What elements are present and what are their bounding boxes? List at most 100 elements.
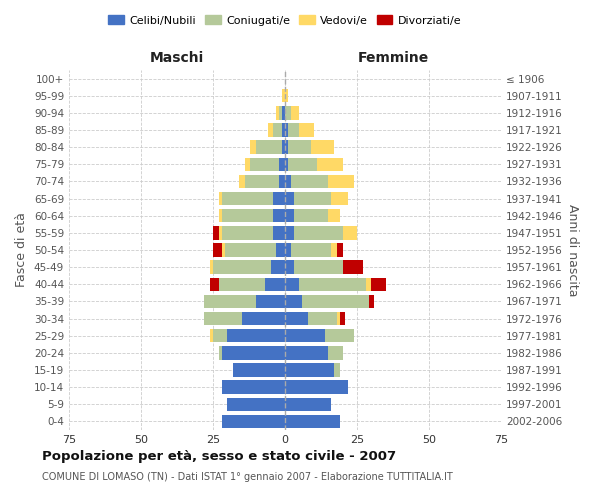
Text: Popolazione per età, sesso e stato civile - 2007: Popolazione per età, sesso e stato civil… [42, 450, 396, 463]
Bar [288, 124, 299, 136]
Bar [250, 140, 256, 154]
Bar [285, 226, 293, 239]
Bar [285, 209, 293, 222]
Bar [219, 346, 221, 360]
Bar [340, 312, 346, 326]
Bar [299, 278, 365, 291]
Text: COMUNE DI LOMASO (TN) - Dati ISTAT 1° gennaio 2007 - Elaborazione TUTTITALIA.IT: COMUNE DI LOMASO (TN) - Dati ISTAT 1° ge… [42, 472, 453, 482]
Bar [285, 260, 293, 274]
Bar [245, 158, 250, 171]
Bar [285, 106, 291, 120]
Bar [256, 294, 285, 308]
Bar [285, 158, 288, 171]
Bar [317, 158, 343, 171]
Bar [371, 278, 386, 291]
Bar [256, 140, 282, 154]
Bar [242, 312, 285, 326]
Bar [343, 260, 363, 274]
Bar [205, 312, 242, 326]
Bar [282, 124, 285, 136]
Bar [221, 414, 285, 428]
Bar [337, 312, 340, 326]
Bar [221, 346, 285, 360]
Bar [227, 329, 285, 342]
Bar [210, 278, 219, 291]
Bar [288, 158, 317, 171]
Bar [210, 260, 213, 274]
Bar [221, 380, 285, 394]
Bar [337, 244, 343, 256]
Bar [334, 364, 340, 376]
Text: Maschi: Maschi [150, 51, 204, 65]
Bar [285, 124, 288, 136]
Bar [285, 346, 328, 360]
Bar [285, 140, 288, 154]
Bar [239, 174, 245, 188]
Bar [302, 294, 368, 308]
Bar [213, 226, 219, 239]
Bar [221, 226, 274, 239]
Bar [213, 260, 271, 274]
Text: Femmine: Femmine [358, 51, 428, 65]
Bar [265, 278, 285, 291]
Bar [205, 294, 256, 308]
Bar [291, 174, 328, 188]
Bar [213, 244, 221, 256]
Bar [279, 174, 285, 188]
Bar [328, 174, 354, 188]
Bar [271, 260, 285, 274]
Bar [331, 244, 337, 256]
Bar [219, 192, 221, 205]
Bar [268, 124, 274, 136]
Bar [285, 329, 325, 342]
Bar [285, 89, 288, 102]
Bar [277, 244, 285, 256]
Bar [282, 140, 285, 154]
Bar [325, 329, 354, 342]
Bar [221, 192, 274, 205]
Bar [328, 209, 340, 222]
Bar [274, 209, 285, 222]
Bar [285, 398, 331, 411]
Bar [293, 226, 343, 239]
Bar [293, 209, 328, 222]
Bar [285, 364, 334, 376]
Bar [274, 192, 285, 205]
Bar [365, 278, 371, 291]
Bar [282, 89, 285, 102]
Bar [285, 278, 299, 291]
Bar [285, 174, 291, 188]
Bar [282, 106, 285, 120]
Bar [311, 140, 334, 154]
Bar [274, 124, 282, 136]
Bar [250, 158, 279, 171]
Bar [210, 329, 213, 342]
Bar [285, 380, 349, 394]
Bar [285, 294, 302, 308]
Bar [227, 398, 285, 411]
Bar [245, 174, 279, 188]
Bar [233, 364, 285, 376]
Bar [368, 294, 374, 308]
Bar [221, 209, 274, 222]
Bar [221, 244, 224, 256]
Bar [274, 226, 285, 239]
Y-axis label: Anni di nascita: Anni di nascita [566, 204, 579, 296]
Bar [285, 312, 308, 326]
Y-axis label: Fasce di età: Fasce di età [16, 212, 28, 288]
Bar [308, 312, 337, 326]
Bar [285, 244, 291, 256]
Bar [219, 278, 265, 291]
Legend: Celibi/Nubili, Coniugati/e, Vedovi/e, Divorziati/e: Celibi/Nubili, Coniugati/e, Vedovi/e, Di… [104, 11, 466, 30]
Bar [285, 414, 340, 428]
Bar [219, 226, 221, 239]
Bar [219, 209, 221, 222]
Bar [288, 140, 311, 154]
Bar [279, 106, 282, 120]
Bar [277, 106, 279, 120]
Bar [331, 192, 349, 205]
Bar [343, 226, 357, 239]
Bar [285, 192, 293, 205]
Bar [293, 192, 331, 205]
Bar [328, 346, 343, 360]
